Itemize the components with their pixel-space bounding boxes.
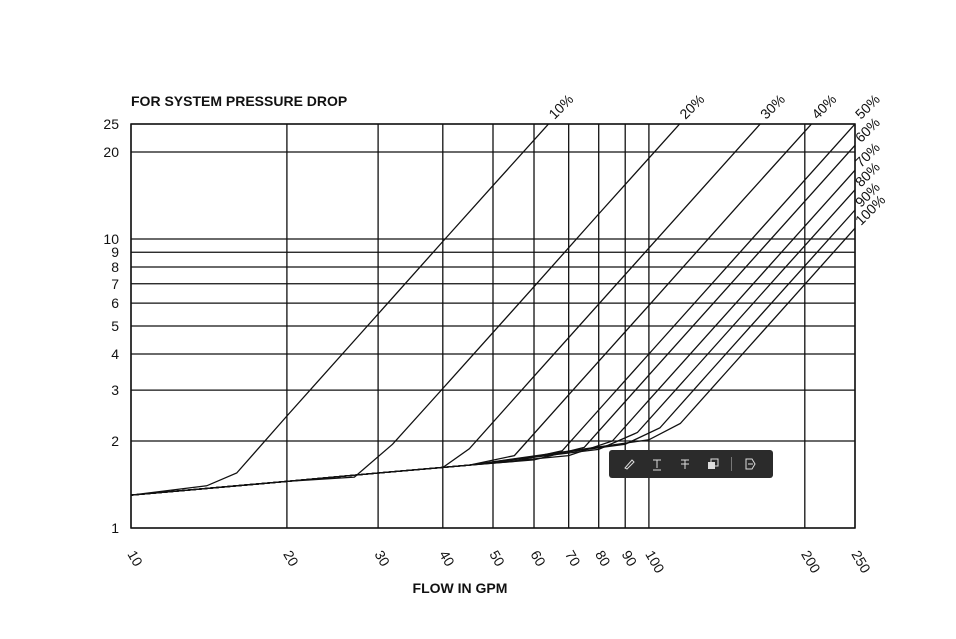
y-tick-label: 25 (103, 116, 119, 132)
x-tick-label: 200 (798, 548, 824, 576)
curve (130, 123, 549, 496)
share-button[interactable] (736, 450, 764, 478)
y-tick-label: 7 (111, 276, 119, 292)
series-label: 40% (808, 91, 839, 122)
y-tick-label: 5 (111, 318, 119, 334)
highlight-button[interactable] (615, 450, 643, 478)
curve (130, 227, 856, 496)
y-tick-label: 3 (111, 382, 119, 398)
x-tick-label: 10 (124, 548, 146, 570)
x-tick-label: 80 (592, 548, 614, 570)
series-label: 30% (757, 91, 788, 122)
y-tick-label: 6 (111, 295, 119, 311)
x-tick-label: 60 (527, 548, 549, 570)
y-tick-label: 9 (111, 244, 119, 260)
series-label: 20% (676, 91, 707, 122)
copy-button[interactable] (699, 450, 727, 478)
x-axis-label: FLOW IN GPM (413, 580, 508, 596)
text-button[interactable] (643, 450, 671, 478)
x-tick-label: 250 (848, 548, 874, 576)
y-tick-label: 10 (103, 231, 119, 247)
x-tick-label: 70 (562, 548, 584, 570)
y-tick-label: 8 (111, 259, 119, 275)
strikethrough-button[interactable] (671, 450, 699, 478)
x-tick-label: 20 (280, 548, 302, 570)
chart-title: FOR SYSTEM PRESSURE DROP (131, 93, 347, 109)
curve (130, 123, 761, 496)
plot-frame (130, 123, 856, 529)
separator (731, 457, 732, 471)
series-label: 10% (545, 91, 576, 122)
series-label: 60% (852, 114, 883, 145)
x-tick-label: 40 (436, 548, 458, 570)
x-tick-label: 30 (372, 548, 394, 570)
x-tick-label: 100 (642, 548, 668, 576)
y-tick-label: 1 (111, 520, 119, 536)
y-tick-label: 2 (111, 433, 119, 449)
x-tick-label: 50 (486, 548, 508, 570)
annotation-toolbar (609, 450, 773, 478)
curve (130, 123, 681, 496)
y-tick-label: 20 (103, 144, 119, 160)
x-tick-label: 90 (619, 548, 641, 570)
y-tick-label: 4 (111, 346, 119, 362)
